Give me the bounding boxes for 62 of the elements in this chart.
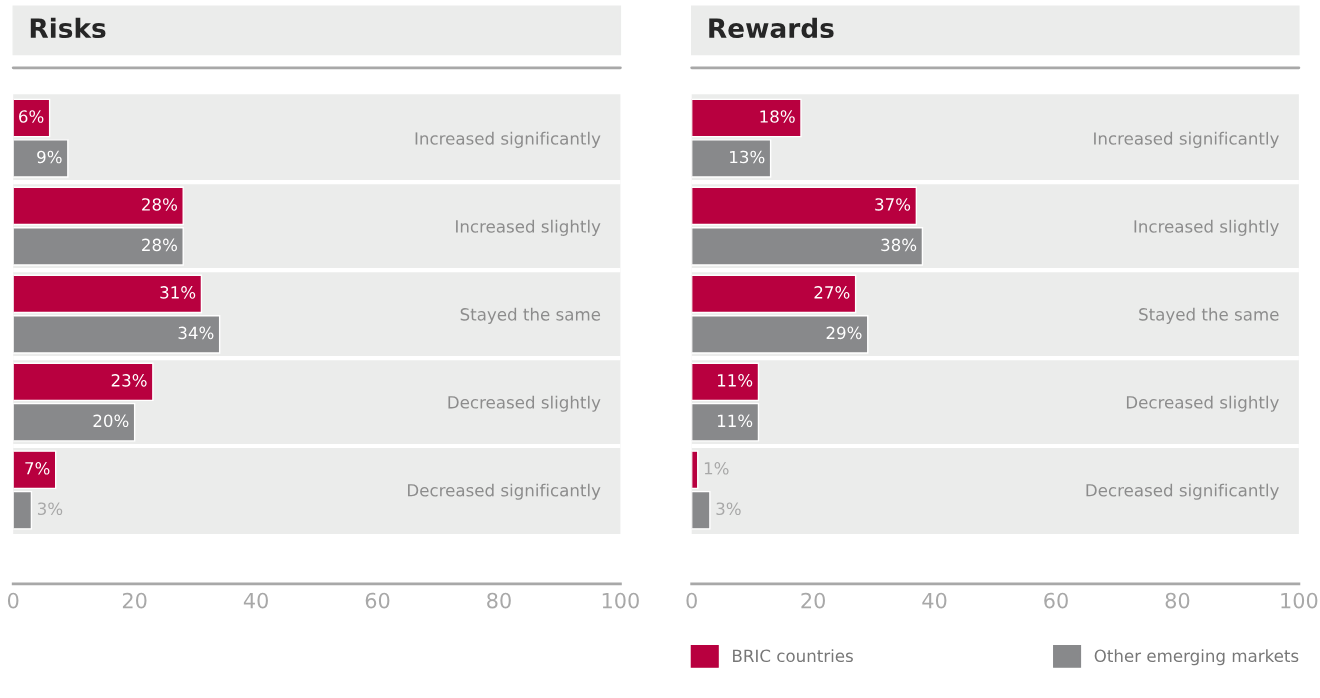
y-tick-label: Stayed the same (1139, 307, 1279, 324)
data-label: 11% (717, 414, 753, 428)
x-tick-label: 40 (243, 592, 268, 609)
bar (691, 274, 857, 314)
y-tick-label: Increased slightly (456, 219, 601, 236)
data-label: 34% (178, 326, 214, 340)
data-label: 27% (814, 286, 850, 299)
data-label: 38% (881, 238, 917, 252)
bar (13, 186, 184, 226)
bar (691, 450, 699, 490)
bar (691, 315, 869, 354)
x-tick-label: 80 (1165, 592, 1190, 609)
legend-label: Other emerging markets (1094, 649, 1299, 666)
data-label: 29% (826, 326, 862, 340)
x-tick-label: 100 (602, 592, 639, 609)
x-tick-label: 0 (7, 592, 19, 609)
data-label: 9% (37, 150, 62, 164)
chart-title: Rewards (709, 17, 834, 39)
legend-label: BRIC countries (733, 649, 853, 663)
data-label: 28% (142, 198, 177, 211)
data-label: 11% (717, 374, 753, 387)
x-tick-label: 0 (686, 592, 697, 609)
data-label: 1% (704, 462, 729, 475)
data-label: 28% (142, 238, 177, 252)
bar (691, 139, 772, 178)
data-label: 23% (111, 374, 147, 387)
data-label: 6% (19, 110, 44, 123)
bar (691, 98, 802, 138)
x-tick-label: 20 (122, 592, 147, 609)
data-label: 37% (875, 198, 911, 211)
bar (13, 227, 184, 266)
bar (13, 450, 57, 490)
bar (13, 139, 69, 178)
bar (13, 490, 33, 530)
chart-title: Risks (30, 17, 106, 39)
x-tick-label: 40 (922, 592, 947, 609)
y-tick-label: Stayed the same (460, 307, 601, 324)
bar (691, 490, 711, 530)
data-label: 3% (716, 502, 741, 516)
bar (13, 362, 154, 402)
data-label: 20% (93, 414, 129, 428)
y-tick-label: Decreased significantly (408, 483, 601, 500)
data-label: 18% (760, 110, 795, 123)
y-tick-label: Decreased slightly (1126, 395, 1279, 412)
y-tick-label: Decreased significantly (1086, 483, 1279, 500)
data-label: 31% (160, 286, 196, 299)
bar (13, 274, 203, 314)
x-tick-label: 80 (487, 592, 511, 609)
data-label: 7% (25, 462, 50, 475)
data-label: 13% (730, 150, 765, 164)
x-tick-label: 60 (1044, 592, 1068, 609)
y-tick-label: Increased slightly (1134, 219, 1279, 236)
data-label: 3% (37, 502, 63, 516)
x-tick-label: 100 (1281, 592, 1318, 609)
y-tick-label: Increased significantly (1094, 131, 1279, 148)
y-tick-label: Decreased slightly (448, 395, 601, 412)
bar (13, 402, 136, 442)
x-tick-label: 60 (365, 592, 390, 609)
bar (691, 402, 760, 442)
x-tick-label: 20 (801, 592, 825, 609)
y-tick-label: Increased significantly (415, 131, 601, 148)
bar (691, 362, 760, 402)
